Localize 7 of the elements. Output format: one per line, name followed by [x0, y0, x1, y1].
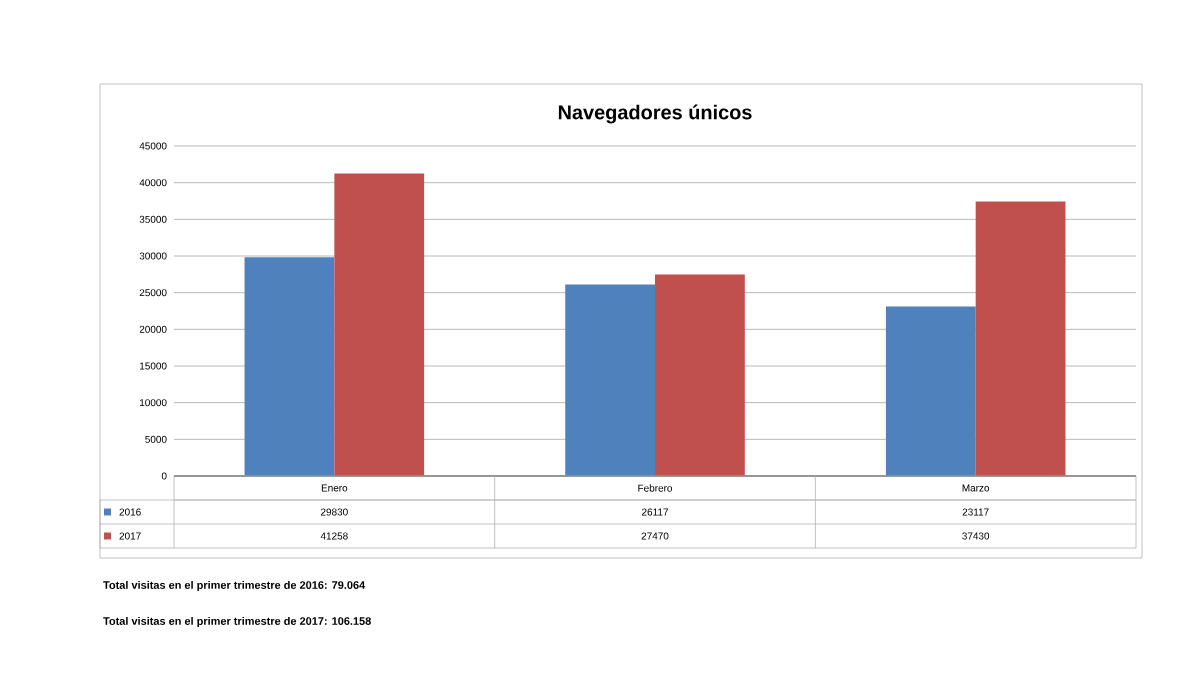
bar [885, 306, 976, 476]
bar [565, 284, 656, 476]
bar [655, 274, 745, 476]
bar [975, 201, 1066, 476]
bar [244, 257, 335, 476]
chart-title: Navegadores únicos [558, 104, 752, 124]
bar [334, 173, 425, 476]
